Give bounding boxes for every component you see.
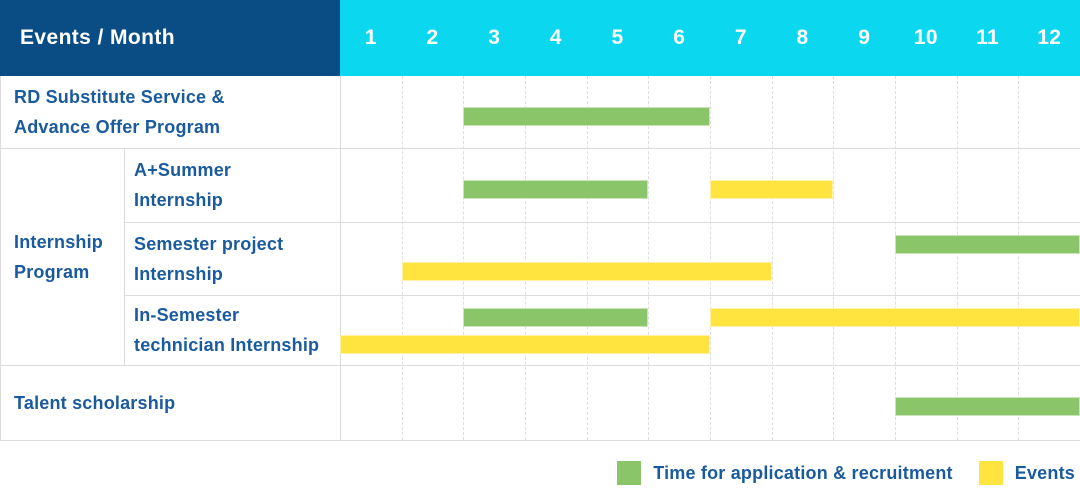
label-line: RD Substitute Service & xyxy=(14,87,225,107)
month-gridline xyxy=(957,76,958,440)
column-border xyxy=(340,76,341,440)
label-line: In-Semester xyxy=(134,305,240,325)
gantt-bar-green xyxy=(895,235,1080,254)
group-label-internship-program: Internship Program xyxy=(0,148,124,365)
month-gridline xyxy=(833,76,834,440)
gantt-bar-yellow xyxy=(401,262,772,281)
label-line: technician Internship xyxy=(134,335,320,355)
month-header-2: 2 xyxy=(426,26,439,49)
month-header-10: 10 xyxy=(913,26,938,49)
month-gridline xyxy=(895,76,896,440)
month-header-5: 5 xyxy=(611,26,624,49)
month-header-row: 1 2 3 4 5 6 7 8 9 10 11 12 xyxy=(340,0,1080,76)
month-header-7: 7 xyxy=(734,26,747,49)
month-header-8: 8 xyxy=(796,26,809,49)
label-line: A+Summer xyxy=(134,160,232,180)
month-header-9: 9 xyxy=(858,26,871,49)
legend-label: Time for application & recruitment xyxy=(653,462,953,483)
legend-swatch-yellow xyxy=(978,461,1003,485)
label-line: Internship xyxy=(134,263,224,284)
month-header-6: 6 xyxy=(673,26,686,49)
label-line: Semester project xyxy=(134,233,284,254)
row-border xyxy=(0,148,1080,149)
row-border xyxy=(0,365,1080,366)
gantt-bar-green xyxy=(463,107,710,126)
legend-item-yellow: Events xyxy=(978,461,1075,485)
month-header-4: 4 xyxy=(549,26,562,49)
legend-swatch-green xyxy=(617,461,642,485)
month-gridline xyxy=(1018,76,1019,440)
month-header-3: 3 xyxy=(488,26,501,49)
month-gridline xyxy=(648,76,649,440)
gantt-bar-green xyxy=(463,180,649,199)
month-header-11: 11 xyxy=(976,26,999,49)
month-header-1: 1 xyxy=(364,26,377,49)
row-border xyxy=(124,222,1080,223)
label-line: Internship xyxy=(14,231,104,252)
legend-label: Events xyxy=(1014,462,1075,483)
row-border xyxy=(124,295,1080,296)
row-label-talent-scholarship: Talent scholarship xyxy=(0,365,340,440)
column-border xyxy=(124,148,125,365)
month-gridline xyxy=(463,76,464,440)
month-gridline xyxy=(772,76,773,440)
label-line: Program xyxy=(14,261,90,282)
label-line: Advance Offer Program xyxy=(14,117,221,137)
label-line: Talent scholarship xyxy=(14,392,176,413)
label-line: Internship xyxy=(134,190,224,210)
legend: Time for application & recruitment Events xyxy=(617,458,1075,488)
row-border xyxy=(0,440,1080,441)
row-label-rd-substitute-service-advance-offer-program: RD Substitute Service & Advance Offer Pro… xyxy=(0,76,340,148)
month-gridline xyxy=(710,76,711,440)
row-label-in-semester-technician-internship: In-Semester technician Internship xyxy=(124,295,340,365)
row-label-a-summer-internship: A+Summer Internship xyxy=(124,148,340,222)
gantt-bar-yellow xyxy=(710,180,834,199)
gantt-bar-green xyxy=(895,397,1080,416)
month-gridline xyxy=(587,76,588,440)
table-header-events-month: Events / Month xyxy=(0,0,340,76)
gantt-bar-yellow xyxy=(710,308,1080,327)
legend-item-green: Time for application & recruitment xyxy=(617,461,953,485)
month-gridline xyxy=(525,76,526,440)
month-header-12: 12 xyxy=(1037,26,1062,49)
column-border xyxy=(0,76,1,440)
gantt-bar-green xyxy=(463,308,649,327)
row-label-semester-project-internship: Semester project Internship xyxy=(124,222,340,295)
month-gridline xyxy=(402,76,403,440)
gantt-bar-yellow xyxy=(340,335,710,354)
